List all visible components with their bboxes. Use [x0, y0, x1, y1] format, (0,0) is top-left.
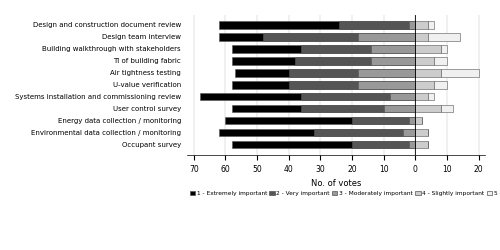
Bar — [352, 141, 416, 148]
Bar — [416, 69, 440, 76]
Bar — [371, 45, 416, 52]
Bar — [428, 93, 434, 100]
Bar — [235, 69, 416, 76]
Bar — [340, 21, 415, 28]
Bar — [219, 33, 416, 40]
Bar — [416, 33, 428, 40]
Bar — [416, 57, 434, 64]
Bar — [416, 81, 434, 88]
Bar — [232, 45, 416, 52]
Bar — [440, 45, 447, 52]
Bar — [416, 129, 428, 136]
Bar — [416, 45, 440, 52]
Bar — [200, 93, 416, 100]
Bar — [384, 105, 416, 112]
Bar — [409, 117, 416, 124]
Bar — [416, 117, 422, 124]
Bar — [288, 69, 416, 76]
Bar — [232, 105, 416, 112]
Bar — [302, 45, 416, 52]
Bar — [428, 21, 434, 28]
Bar — [416, 141, 428, 148]
Bar — [358, 81, 416, 88]
Bar — [219, 21, 416, 28]
Bar — [288, 81, 416, 88]
Bar — [416, 105, 440, 112]
Bar — [302, 105, 416, 112]
Bar — [416, 21, 428, 28]
Bar — [358, 33, 416, 40]
Bar — [358, 69, 416, 76]
Bar — [232, 81, 416, 88]
Bar — [314, 129, 416, 136]
Bar — [409, 141, 416, 148]
Bar — [219, 129, 416, 136]
Bar — [434, 81, 447, 88]
Bar — [302, 93, 416, 100]
Bar — [264, 33, 416, 40]
Bar — [409, 21, 416, 28]
Legend: 1 - Extremely important, 2 - Very important, 3 - Moderately important, 4 - Sligh: 1 - Extremely important, 2 - Very import… — [188, 188, 500, 198]
Bar — [371, 57, 416, 64]
Bar — [434, 57, 447, 64]
Bar — [440, 69, 478, 76]
Bar — [402, 129, 415, 136]
Bar — [428, 33, 460, 40]
Bar — [416, 93, 428, 100]
Bar — [232, 141, 416, 148]
Bar — [352, 117, 416, 124]
Bar — [440, 105, 454, 112]
Bar — [226, 117, 416, 124]
X-axis label: No. of votes: No. of votes — [311, 179, 362, 188]
Bar — [232, 57, 416, 64]
Bar — [295, 57, 416, 64]
Bar — [390, 93, 415, 100]
